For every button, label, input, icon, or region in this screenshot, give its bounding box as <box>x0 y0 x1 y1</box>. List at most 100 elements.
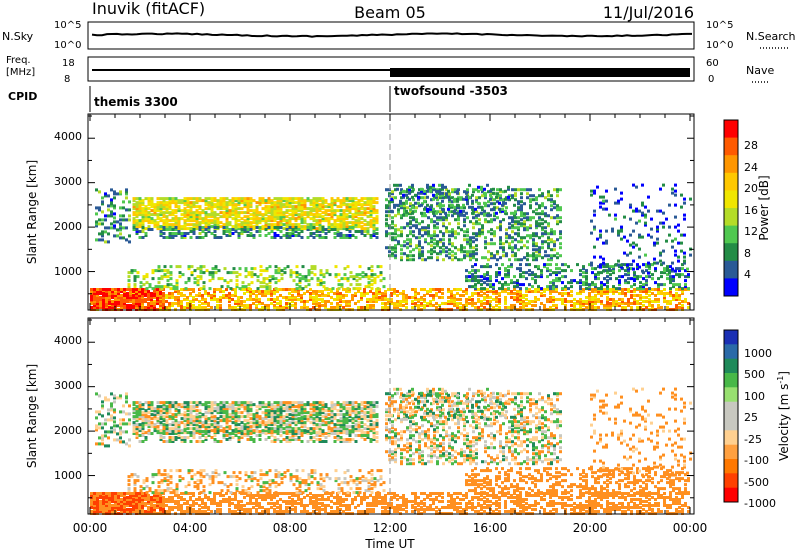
power-cell <box>659 209 662 213</box>
power-cell <box>360 199 364 203</box>
power-cell <box>249 228 253 231</box>
power-cell <box>671 267 674 271</box>
power-cell <box>252 298 255 301</box>
power-cell <box>546 288 549 291</box>
power-cell <box>282 217 286 221</box>
power-cell <box>478 218 481 222</box>
power-cell <box>663 298 666 301</box>
velocity-cell <box>279 498 282 501</box>
power-cell <box>481 224 484 228</box>
power-cell <box>552 283 555 287</box>
power-cell <box>126 306 129 309</box>
power-cell <box>312 290 315 293</box>
power-cell <box>471 207 474 211</box>
power-cell <box>298 285 302 289</box>
power-cell <box>333 201 337 205</box>
power-cell <box>381 298 384 301</box>
power-cell <box>285 211 289 215</box>
power-cell <box>360 213 364 217</box>
power-cell <box>376 265 380 269</box>
power-cell <box>612 285 615 289</box>
power-cell <box>125 196 128 200</box>
power-cell <box>193 277 197 281</box>
power-cell <box>285 219 289 223</box>
power-cell <box>669 269 672 273</box>
power-cell <box>445 250 448 254</box>
power-cell <box>262 285 266 289</box>
power-cell <box>312 209 316 213</box>
power-cell <box>585 281 588 285</box>
power-cell <box>417 195 420 199</box>
power-cell <box>125 188 128 192</box>
power-cell <box>555 271 558 275</box>
power-cell <box>138 199 142 203</box>
power-cell <box>397 208 400 212</box>
power-cell <box>357 207 361 211</box>
power-cell <box>186 215 190 219</box>
power-cell <box>171 232 175 235</box>
power-cell <box>384 302 387 305</box>
power-cell <box>609 265 612 269</box>
power-cell <box>357 221 361 225</box>
power-cell <box>132 288 135 291</box>
power-cell <box>579 285 582 289</box>
power-cell <box>319 283 323 287</box>
power-cell <box>624 292 627 295</box>
power-cell <box>504 288 507 291</box>
power-cell <box>183 232 187 235</box>
power-cell <box>397 240 400 244</box>
power-cell <box>141 209 145 213</box>
power-cell <box>642 300 645 303</box>
power-cell <box>189 227 193 231</box>
power-cell <box>468 279 471 283</box>
power-cell <box>520 224 523 228</box>
power-cell <box>487 250 490 254</box>
power-cell <box>538 248 541 252</box>
power-cell <box>336 232 340 235</box>
power-cell <box>526 216 529 220</box>
power-cell <box>192 230 196 233</box>
power-cell <box>409 226 412 230</box>
power-cell <box>336 292 339 295</box>
velocity-cell <box>222 494 225 497</box>
velocity-cell <box>234 496 237 499</box>
power-cell <box>128 214 131 218</box>
power-cell <box>165 294 168 297</box>
power-cell <box>396 290 399 293</box>
power-cell <box>644 221 647 225</box>
power-cell <box>647 263 650 267</box>
freq-trace-right <box>390 68 690 77</box>
power-cell <box>268 275 272 279</box>
velocity-cell <box>168 508 171 511</box>
power-cell <box>390 302 393 305</box>
power-cell <box>180 302 183 305</box>
power-cell <box>556 214 559 218</box>
velocity-cell <box>186 510 189 513</box>
power-cell <box>660 271 663 275</box>
power-cell <box>481 194 484 198</box>
power-cell <box>159 209 163 213</box>
power-cell <box>270 292 273 295</box>
power-cell <box>270 215 274 219</box>
power-cell <box>483 302 486 305</box>
power-cell <box>514 194 517 198</box>
power-cell <box>267 199 271 203</box>
power-cell <box>99 300 102 303</box>
power-cell <box>127 283 131 287</box>
power-cell <box>540 292 543 295</box>
power-cell <box>526 258 529 262</box>
velocity-cell <box>180 504 183 507</box>
power-cell <box>420 191 423 195</box>
power-cell <box>237 223 241 227</box>
power-cell <box>519 273 522 277</box>
power-cell <box>549 273 552 277</box>
power-cell <box>406 258 409 262</box>
power-cell <box>303 211 307 215</box>
power-cell <box>105 290 108 293</box>
power-cell <box>330 203 334 207</box>
power-cell <box>444 185 447 189</box>
power-cell <box>647 261 650 265</box>
power-cell <box>226 285 230 289</box>
power-cell <box>192 203 196 207</box>
power-cell <box>303 203 307 207</box>
